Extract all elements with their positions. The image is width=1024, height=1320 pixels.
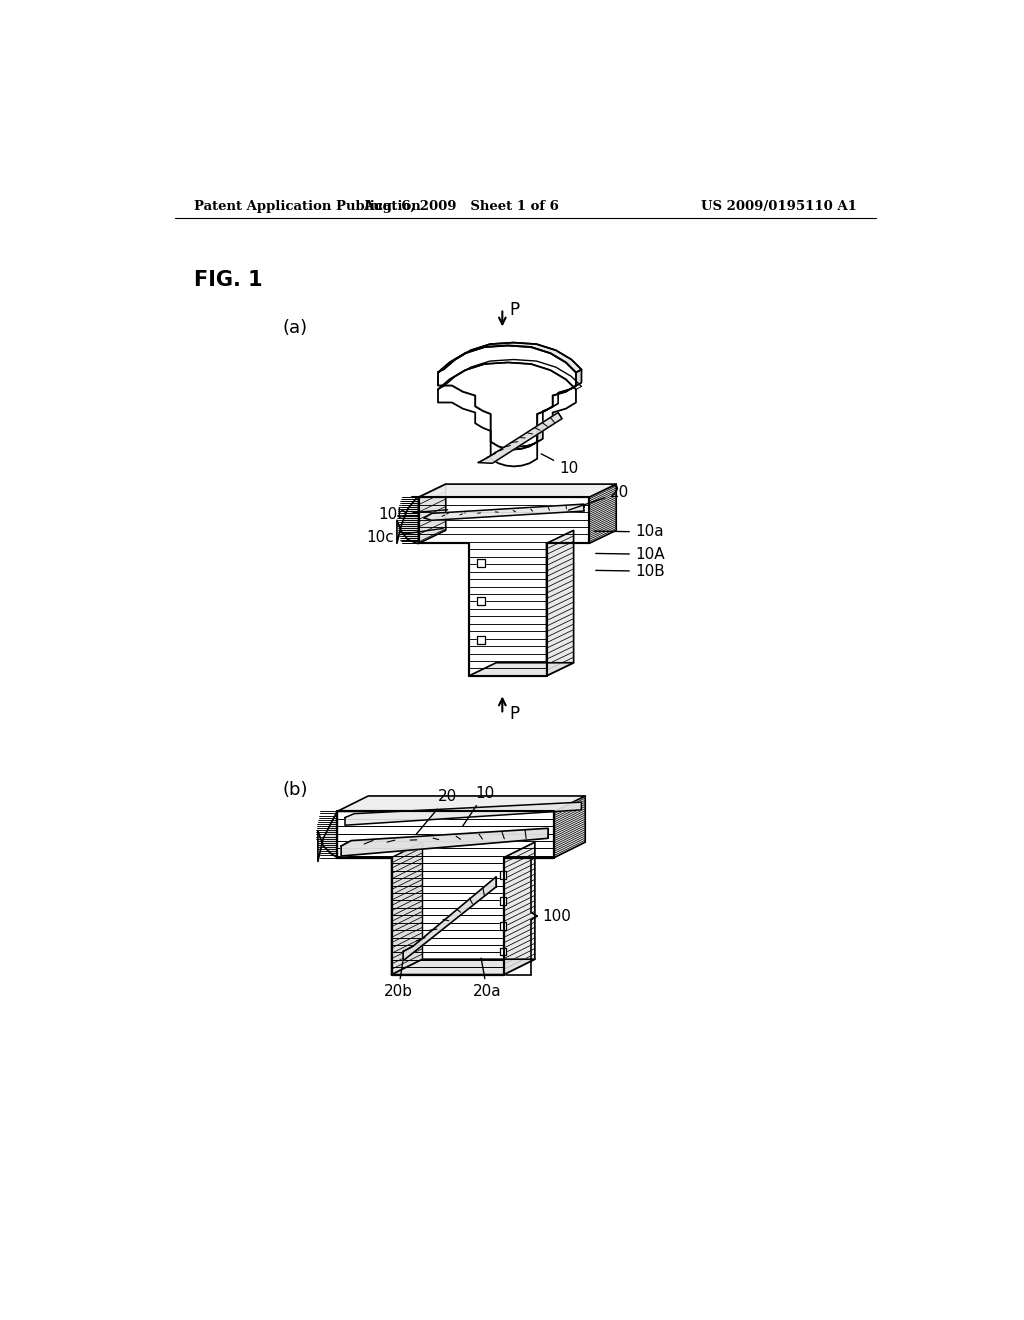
Text: 20: 20 [568, 486, 630, 510]
Polygon shape [337, 812, 554, 974]
Polygon shape [419, 498, 589, 676]
Polygon shape [514, 370, 582, 449]
Polygon shape [438, 343, 582, 372]
Text: Patent Application Publication: Patent Application Publication [194, 199, 421, 213]
Polygon shape [397, 498, 419, 544]
Text: 10a: 10a [594, 524, 664, 540]
Polygon shape [500, 896, 506, 904]
Text: US 2009/0195110 A1: US 2009/0195110 A1 [700, 199, 856, 213]
Text: 10B: 10B [596, 564, 665, 578]
Polygon shape [438, 363, 575, 466]
Text: 100: 100 [543, 908, 571, 924]
Text: 10c: 10c [367, 528, 443, 545]
Polygon shape [337, 796, 586, 812]
Polygon shape [341, 829, 548, 855]
Polygon shape [500, 871, 506, 879]
Polygon shape [500, 948, 506, 956]
Polygon shape [554, 796, 586, 858]
Polygon shape [504, 842, 535, 974]
Text: 10: 10 [542, 454, 579, 475]
Text: 10: 10 [463, 785, 495, 826]
Polygon shape [419, 484, 616, 498]
Polygon shape [391, 842, 423, 974]
Polygon shape [345, 803, 582, 825]
Text: 20: 20 [417, 789, 458, 834]
Polygon shape [391, 960, 535, 974]
Polygon shape [317, 812, 337, 862]
Polygon shape [469, 663, 573, 676]
Polygon shape [438, 346, 575, 449]
Text: 20a: 20a [473, 958, 502, 999]
Polygon shape [477, 558, 484, 566]
Text: 10b: 10b [378, 507, 447, 521]
Polygon shape [478, 412, 562, 463]
Text: Aug. 6, 2009   Sheet 1 of 6: Aug. 6, 2009 Sheet 1 of 6 [364, 199, 559, 213]
Polygon shape [424, 504, 584, 520]
Polygon shape [477, 636, 484, 644]
Text: P: P [509, 301, 519, 319]
Polygon shape [547, 531, 573, 676]
Polygon shape [589, 484, 616, 544]
Polygon shape [419, 484, 445, 544]
Text: P: P [509, 705, 519, 723]
Text: FIG. 1: FIG. 1 [194, 271, 262, 290]
Text: (a): (a) [283, 319, 308, 337]
Polygon shape [477, 597, 484, 605]
Text: 20b: 20b [384, 962, 413, 999]
Text: (b): (b) [283, 781, 308, 799]
Polygon shape [500, 923, 506, 929]
Text: 10A: 10A [596, 546, 665, 562]
Polygon shape [403, 876, 496, 961]
